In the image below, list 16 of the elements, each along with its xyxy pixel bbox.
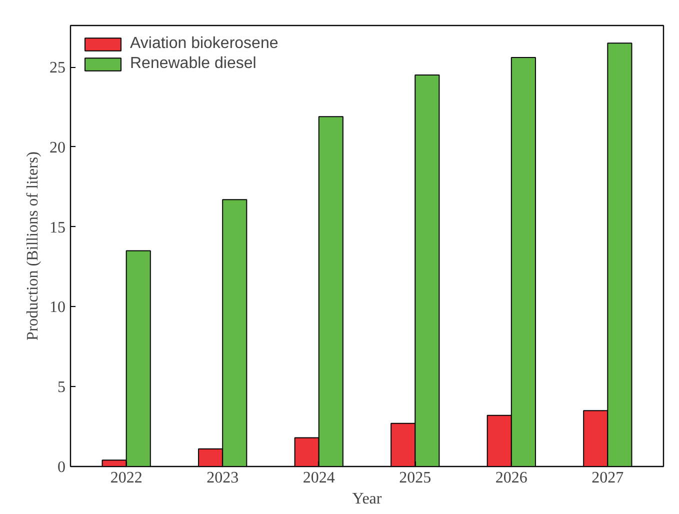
legend-label: Renewable diesel [130,55,256,73]
y-tick-label: 15 [50,219,66,236]
x-tick-label: 2025 [399,470,432,486]
y-tick-label: 0 [58,459,66,476]
y-tick-label: 10 [50,299,66,316]
y-tick-label: 20 [50,139,66,156]
y-tick-label: 25 [50,60,66,77]
x-tick-label: 2024 [302,470,335,486]
x-axis-title: Year [352,490,382,508]
x-tick-label: 2026 [495,470,528,486]
y-axis-title: Production (Billions of liters) [24,152,42,340]
x-tick-label: 2022 [110,470,142,486]
x-tick-label: 2023 [206,470,239,486]
x-tick-label: 2027 [592,470,624,486]
legend-label: Aviation biokerosene [130,35,278,53]
y-tick-label: 5 [58,379,66,396]
